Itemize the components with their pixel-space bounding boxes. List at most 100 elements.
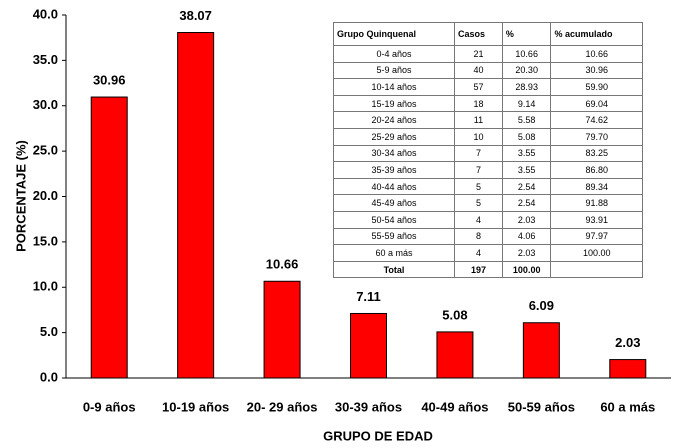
table-row: 10-14 años 57 28.93 59.90 <box>332 78 643 96</box>
table-cell: 28.93 <box>501 78 552 96</box>
table-cell: 100.00 <box>550 244 643 262</box>
table-cell: 20.30 <box>501 61 552 80</box>
table-cell: 2.54 <box>501 194 552 212</box>
table-cell: 45-49 años <box>332 194 456 212</box>
table-cell: 2.03 <box>501 244 552 262</box>
table-cell: 83.25 <box>550 144 643 163</box>
bar <box>263 280 301 379</box>
x-tick-label: 50-59 años <box>508 399 575 414</box>
y-tick-label: 35.0 <box>33 52 58 67</box>
value-label: 10.66 <box>266 257 299 272</box>
y-tick-label: 0.0 <box>40 369 58 384</box>
table-cell: 18 <box>454 94 503 113</box>
table-cell: 74.62 <box>550 111 643 129</box>
value-label: 7.11 <box>356 289 381 304</box>
table-cell: Casos <box>454 22 503 46</box>
table-cell: % acumulado <box>550 22 643 46</box>
y-tick-label: 10.0 <box>33 279 58 294</box>
table-row: 0-4 años 21 10.66 10.66 <box>332 45 643 63</box>
table-row: 15-19 años 18 9.14 69.04 <box>332 94 643 113</box>
table-cell: 5.58 <box>501 111 552 129</box>
table-cell <box>550 260 643 279</box>
table-row: 35-39 años 7 3.55 86.80 <box>332 161 643 179</box>
table-cell: 3.55 <box>501 144 552 163</box>
x-axis-title: GRUPO DE EDAD <box>323 428 433 443</box>
table-cell: 4.06 <box>501 227 552 246</box>
table-cell: 91.88 <box>550 194 643 212</box>
table-cell: 8 <box>454 227 503 246</box>
y-tick-label: 30.0 <box>33 97 58 112</box>
table-row: 45-49 años 5 2.54 91.88 <box>332 194 643 212</box>
y-tick-label: 20.0 <box>33 188 58 203</box>
table-cell: Total <box>332 260 456 279</box>
table-cell: 4 <box>454 244 503 262</box>
x-tick-label: 60 a más <box>600 399 655 414</box>
bar <box>90 96 128 379</box>
table-row: 25-29 años 10 5.08 79.70 <box>332 127 643 146</box>
table-cell: 30-34 años <box>332 144 456 163</box>
table-cell: 79.70 <box>550 127 643 146</box>
table-cell: 10 <box>454 127 503 146</box>
x-tick-label: 30-39 años <box>335 399 402 414</box>
table-row: 60 a más 4 2.03 100.00 <box>332 244 643 262</box>
table-row: Grupo Quinquenal Casos%% acumulado <box>332 22 643 46</box>
value-label: 38.07 <box>179 8 212 23</box>
table-row: 20-24 años 11 5.58 74.62 <box>332 111 643 129</box>
bar <box>350 312 387 379</box>
y-tick-label: 25.0 <box>33 143 58 158</box>
x-tick-label: 20- 29 años <box>247 399 318 414</box>
table-cell: 21 <box>454 45 503 63</box>
value-label: 2.03 <box>615 335 640 350</box>
table-cell: 25-29 años <box>332 127 456 146</box>
table-cell: 4 <box>454 210 503 229</box>
table-cell: 3.55 <box>501 161 552 179</box>
table-cell: 7 <box>454 144 503 163</box>
table-row: 40-44 años 5 2.54 89.34 <box>332 177 643 196</box>
value-label: 5.08 <box>442 307 467 322</box>
table-cell: 60 a más <box>332 244 456 262</box>
table-cell: 97.97 <box>550 227 643 246</box>
table-row: 30-34 años 7 3.55 83.25 <box>332 144 643 163</box>
table-cell: 10-14 años <box>332 78 456 96</box>
table-cell: 5.08 <box>501 127 552 146</box>
table-cell: 100.00 <box>501 260 552 279</box>
data-table: Grupo Quinquenal Casos%% acumulado 0-4 año… <box>332 22 643 279</box>
bar <box>436 331 474 379</box>
value-label: 6.09 <box>529 298 554 313</box>
table-cell: 40-44 años <box>332 177 456 196</box>
table-cell: 86.80 <box>550 161 643 179</box>
table-cell: 55-59 años <box>332 227 456 246</box>
y-tick-label: 15.0 <box>33 233 58 248</box>
table-cell: 35-39 años <box>332 161 456 179</box>
y-axis-title: PORCENTAJE (%) <box>13 140 28 252</box>
table-cell: 89.34 <box>550 177 643 196</box>
table-cell: 5-9 años <box>332 61 456 80</box>
table-cell: 2.03 <box>501 210 552 229</box>
table-cell: 59.90 <box>550 78 643 96</box>
table-cell: 57 <box>454 78 503 96</box>
table-cell: 10.66 <box>501 45 552 63</box>
table-cell: 69.04 <box>550 94 643 113</box>
bar <box>522 322 560 379</box>
table-cell: 50-54 años <box>332 210 456 229</box>
table-cell: 11 <box>454 111 503 129</box>
table-cell: Grupo Quinquenal <box>332 22 456 46</box>
table-cell: 15-19 años <box>332 94 456 113</box>
table-cell: 30.96 <box>550 61 643 80</box>
table-row: 55-59 años 8 4.06 97.97 <box>332 227 643 246</box>
table-cell: 5 <box>454 177 503 196</box>
x-tick-label: 0-9 años <box>83 399 136 414</box>
table-cell: 7 <box>454 161 503 179</box>
table-row: Total 197 100.00 <box>332 260 643 279</box>
table-cell: 10.66 <box>550 45 643 63</box>
y-tick-label: 40.0 <box>33 6 58 21</box>
x-tick-label: 10-19 años <box>162 399 229 414</box>
table-cell: 9.14 <box>501 94 552 113</box>
value-label: 30.96 <box>93 72 126 87</box>
table-row: 50-54 años 4 2.03 93.91 <box>332 210 643 229</box>
table-cell: 40 <box>454 61 503 80</box>
table-cell: 2.54 <box>501 177 552 196</box>
table-cell: 20-24 años <box>332 111 456 129</box>
